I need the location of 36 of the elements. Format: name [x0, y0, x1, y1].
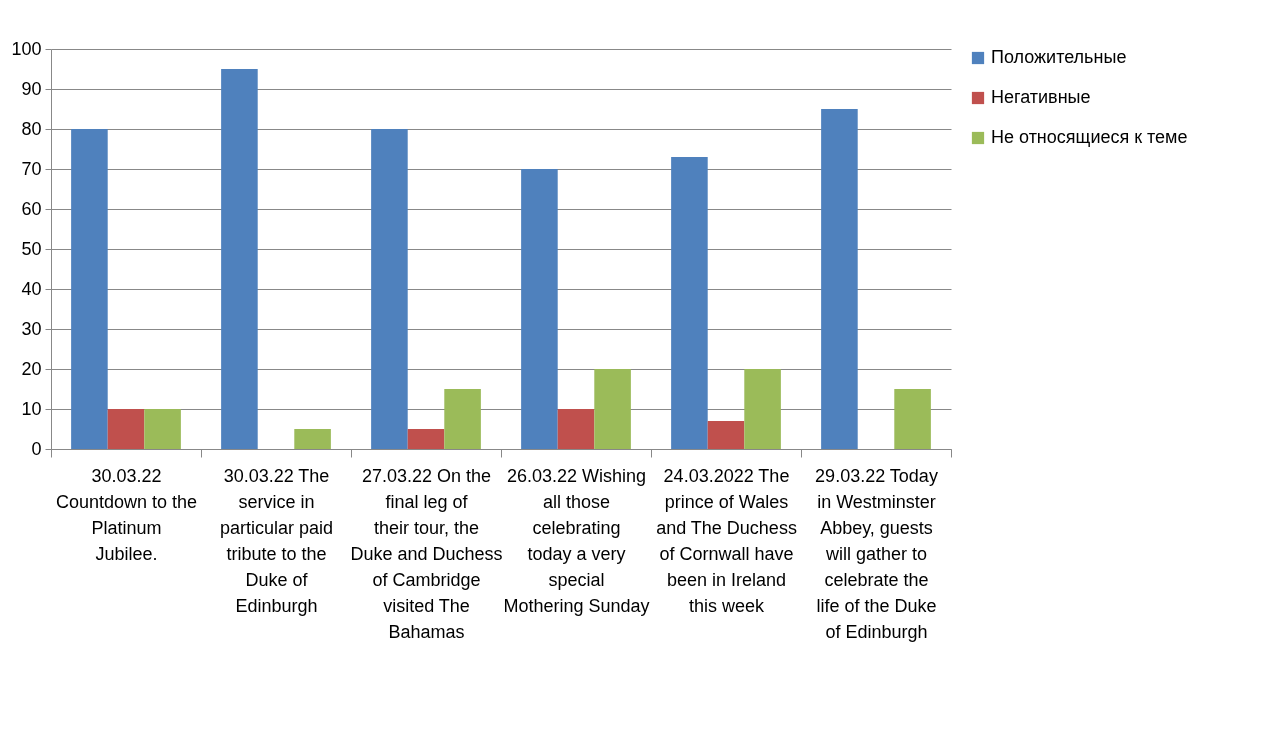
bar: [744, 369, 781, 449]
bar: [671, 157, 708, 449]
legend-label: Положительные: [991, 47, 1127, 67]
legend-label: Негативные: [991, 87, 1091, 107]
bar: [707, 421, 745, 449]
x-tick-label: 26.03.22 Wishing all those celebrating today a very special Mothering Sunday: [503, 465, 650, 616]
bar: [144, 409, 181, 449]
y-tick-label: 70: [21, 158, 42, 179]
bar: [71, 129, 108, 449]
y-tick-label: 40: [21, 278, 42, 299]
x-tick-label: 24.03.2022 The prince of Wales and The Duchess of Cornwall have been in Ireland this week: [656, 465, 797, 616]
bar: [294, 429, 331, 449]
bar: [371, 129, 408, 449]
x-tick-label: 29.03.22 Today in Westminster Abbey, guests will gather to celebrate the life of the Duke of Edinburgh: [815, 465, 938, 642]
y-tick-label: 20: [21, 358, 42, 379]
bar: [407, 429, 445, 449]
y-tick-label: 30: [21, 318, 42, 339]
bar: [821, 109, 858, 449]
bar: [444, 389, 481, 449]
y-tick-label: 0: [31, 438, 42, 459]
legend-label: Не относящиеся к теме: [991, 127, 1188, 147]
x-tick-label: 30.03.22 Countdown to the Platinum Jubilee.: [55, 465, 198, 564]
y-tick-label: 50: [21, 238, 42, 259]
x-tick-label: 27.03.22 On the final leg of their tour, the Duke and Duchess of Cambridge visited The Bahamas: [350, 465, 503, 642]
bar: [221, 69, 258, 449]
y-tick-label: 90: [21, 78, 42, 99]
bar: [107, 409, 145, 449]
y-tick-label: 60: [21, 198, 42, 219]
y-tick-label: 100: [11, 38, 42, 59]
y-tick-label: 10: [21, 398, 42, 419]
y-tick-label: 80: [21, 118, 42, 139]
x-tick-label: 30.03.22 The service in particular paid tribute to the Duke of Edinburgh: [219, 465, 334, 616]
bar: [894, 389, 931, 449]
bar: [521, 169, 558, 449]
bar: [594, 369, 631, 449]
bar: [557, 409, 595, 449]
